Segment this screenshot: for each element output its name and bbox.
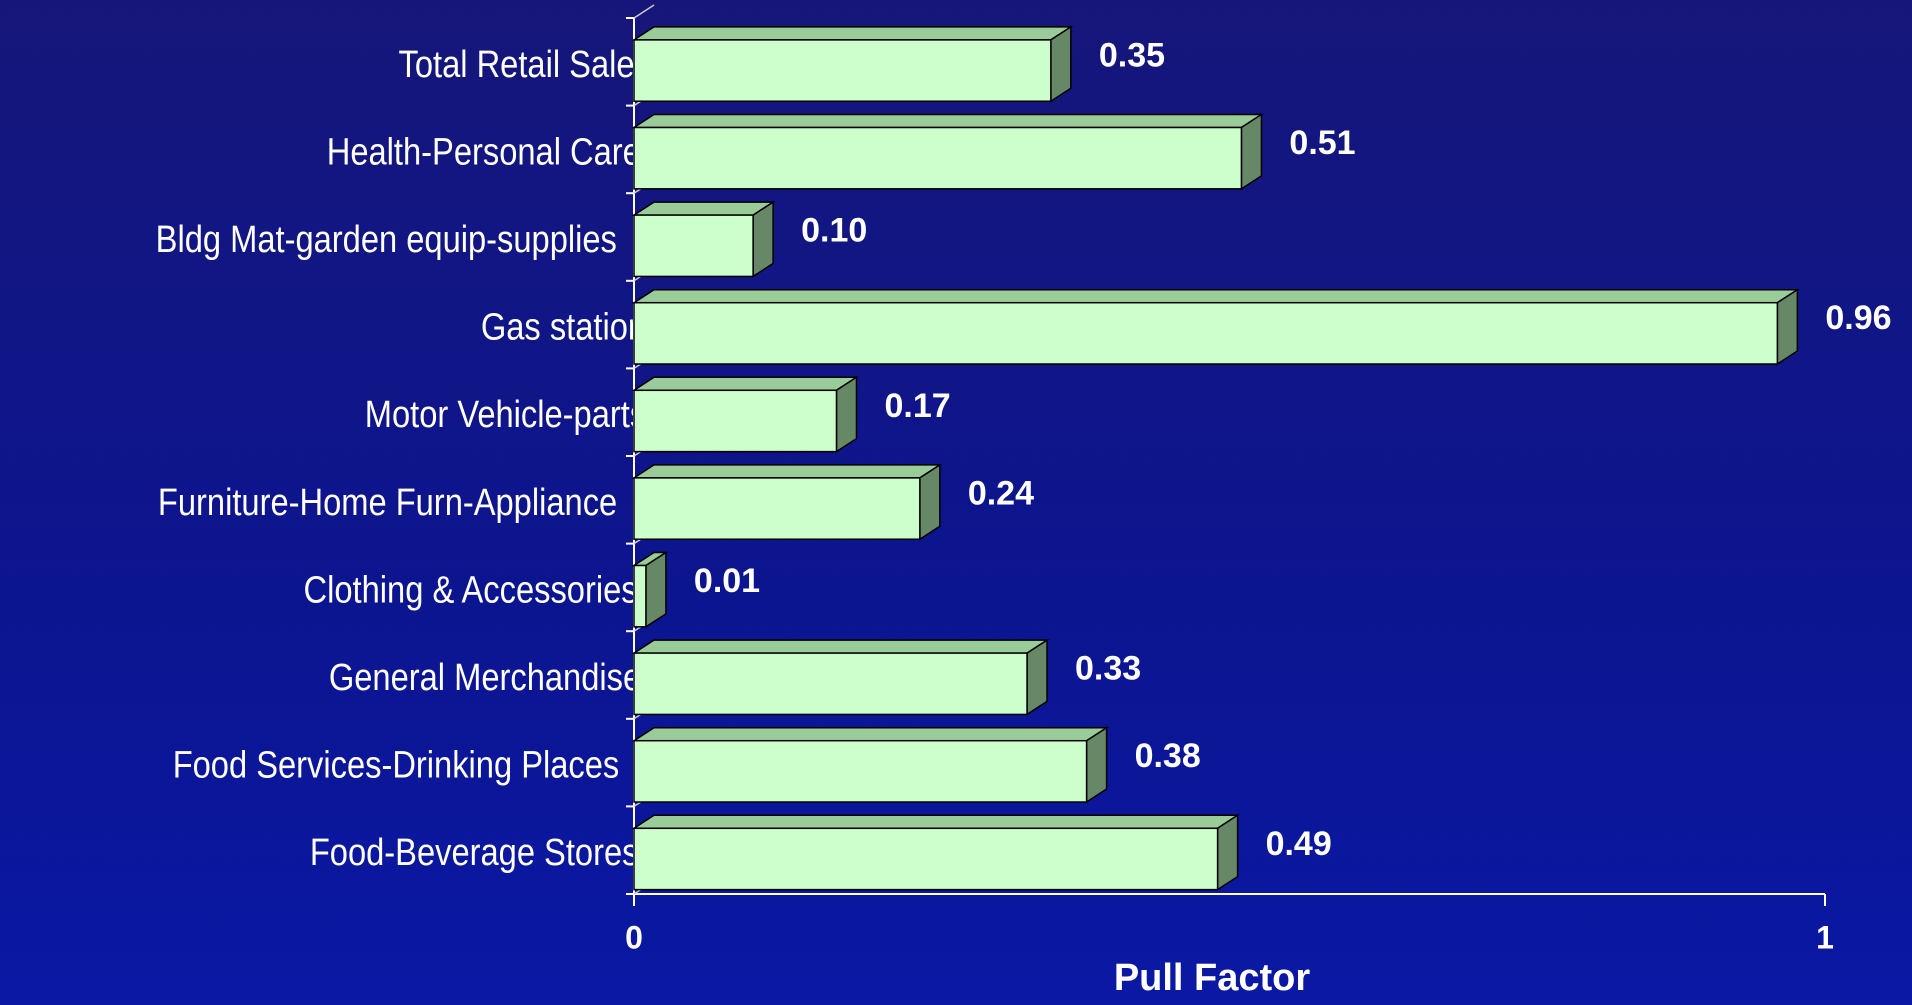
bar: [631, 638, 1050, 716]
value-label: 0.35: [1099, 36, 1165, 74]
category-label: Clothing & Accessories: [304, 568, 638, 611]
bar-side: [835, 375, 858, 454]
bar: [631, 463, 943, 541]
bar-front: [633, 477, 921, 540]
category-label: Food Services-Drinking Places: [173, 743, 620, 786]
bar-side: [1050, 25, 1072, 103]
category-label: Total Retail Sales: [399, 43, 651, 86]
bar: [631, 551, 669, 629]
bar-side: [1776, 288, 1799, 366]
bar-front: [633, 652, 1028, 716]
category-label: Food-Beverage Stores: [310, 831, 639, 874]
bar-top: [631, 288, 1800, 304]
bar: [631, 726, 1110, 804]
bar-front: [633, 564, 647, 628]
value-label: 0.51: [1289, 124, 1355, 162]
bar-side: [1085, 726, 1108, 804]
bar-side: [752, 200, 774, 278]
bar-front: [633, 827, 1219, 891]
x-axis-title: Pull Factor: [1114, 957, 1311, 999]
bar-side: [1240, 113, 1263, 191]
value-label: 0.49: [1266, 825, 1332, 863]
bar-top: [631, 113, 1264, 129]
bar-top: [631, 376, 859, 392]
bar-side: [919, 463, 941, 541]
bar-top: [631, 201, 776, 216]
value-label: 0.17: [884, 387, 950, 425]
x-tick-label: 1: [1816, 919, 1834, 955]
category-label: Motor Vehicle-parts: [365, 393, 646, 436]
value-label: 0.01: [694, 562, 760, 600]
bar-front: [633, 39, 1052, 102]
wall-edge: [633, 4, 655, 19]
bar-front: [633, 301, 1779, 365]
bar-side: [645, 551, 667, 629]
bar-top: [631, 639, 1050, 654]
bar: [631, 200, 776, 278]
category-label: Bldg Mat-garden equip-supplies: [156, 218, 617, 261]
category-label: Furniture-Home Furn-Appliance: [158, 481, 617, 524]
bar-side: [1216, 813, 1239, 892]
value-label: 0.38: [1135, 737, 1201, 775]
bar: [631, 288, 1800, 366]
x-tick-label: 0: [625, 919, 643, 955]
bar-top: [631, 814, 1241, 830]
bar-front: [633, 739, 1088, 803]
value-label: 0.24: [968, 474, 1034, 512]
category-label: General Merchandise: [329, 656, 641, 699]
bar: [631, 375, 859, 454]
bar-top: [631, 26, 1074, 41]
value-label: 0.33: [1075, 650, 1141, 688]
category-label: Gas stations: [481, 305, 663, 348]
bar: [631, 25, 1074, 103]
bar-front: [633, 389, 838, 453]
bar-side: [1026, 638, 1048, 716]
bar-front: [633, 214, 754, 278]
bar: [631, 813, 1241, 892]
value-label: 0.96: [1825, 299, 1891, 337]
bar: [631, 113, 1264, 191]
category-label: Health-Personal Care: [327, 130, 641, 173]
bar-front: [633, 126, 1243, 190]
value-label: 0.10: [801, 212, 867, 250]
bar-top: [631, 464, 943, 479]
bar-top: [631, 726, 1110, 742]
